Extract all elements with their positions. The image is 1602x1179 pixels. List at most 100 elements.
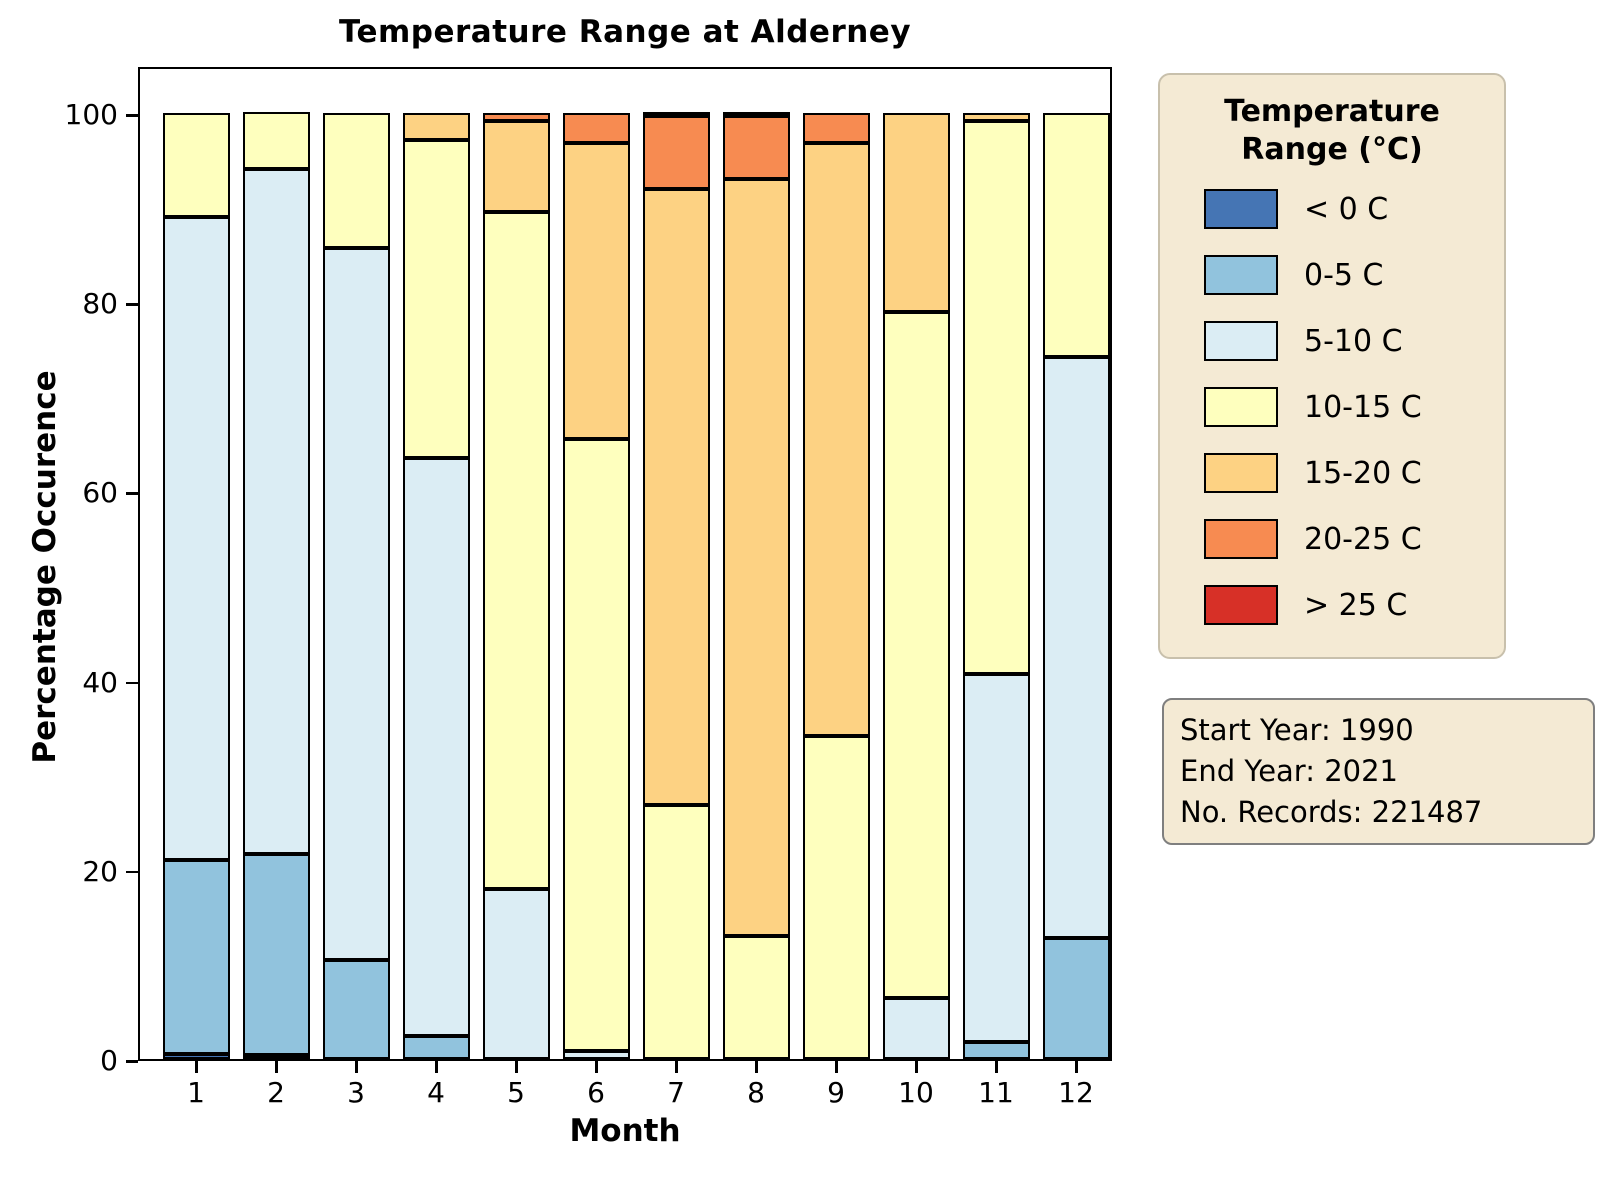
segment-25C-month-8 bbox=[722, 111, 790, 116]
segment-10-15C-month-5 bbox=[482, 212, 550, 889]
legend-item-25C: > 25 C bbox=[1160, 585, 1504, 625]
legend-label: < 0 C bbox=[1304, 191, 1389, 227]
legend-swatch-icon bbox=[1204, 519, 1278, 559]
segment-5-10C-month-5 bbox=[482, 888, 550, 1059]
x-tick-10 bbox=[915, 1061, 918, 1073]
x-tick-5 bbox=[515, 1061, 518, 1073]
chart-title: Temperature Range at Alderney bbox=[338, 14, 912, 50]
y-tick-100 bbox=[126, 114, 138, 117]
segment-5-10C-month-2 bbox=[242, 168, 310, 854]
y-tick-label-60: 60 bbox=[82, 476, 118, 510]
segment-0C-month-2 bbox=[242, 1055, 310, 1059]
info-start-year: Start Year: 1990 bbox=[1180, 713, 1414, 747]
legend-label: 0-5 C bbox=[1304, 257, 1384, 293]
legend-item-15-20C: 15-20 C bbox=[1160, 453, 1504, 493]
x-tick-9 bbox=[835, 1061, 838, 1073]
x-tick-label-3: 3 bbox=[347, 1076, 365, 1109]
legend-label: 5-10 C bbox=[1304, 323, 1403, 359]
y-tick-40 bbox=[126, 681, 138, 685]
x-tick-6 bbox=[595, 1061, 598, 1073]
x-tick-label-12: 12 bbox=[1058, 1076, 1094, 1109]
segment-5-10C-month-12 bbox=[1042, 357, 1110, 938]
x-tick-1 bbox=[195, 1061, 198, 1073]
segment-10-15C-month-10 bbox=[882, 311, 950, 999]
segment-5-10C-month-3 bbox=[322, 248, 390, 960]
y-tick-label-0: 0 bbox=[100, 1044, 118, 1077]
segment-10-15C-month-2 bbox=[242, 111, 310, 169]
bar-month-8 bbox=[722, 111, 790, 1059]
legend-swatch-icon bbox=[1204, 255, 1278, 295]
y-tick-20 bbox=[126, 870, 138, 874]
legend-item-10-15C: 10-15 C bbox=[1160, 387, 1504, 427]
info-records: No. Records: 221487 bbox=[1180, 795, 1483, 829]
bar-month-12 bbox=[1042, 113, 1110, 1059]
legend-swatch-icon bbox=[1204, 453, 1278, 493]
x-axis-label: Month bbox=[569, 1113, 681, 1149]
legend-item-20-25C: 20-25 C bbox=[1160, 519, 1504, 559]
legend-items: < 0 C 0-5 C 5-10 C 10-15 C 15-20 C 20-25 C > 2… bbox=[1160, 189, 1504, 625]
segment-10-15C-month-7 bbox=[642, 804, 710, 1059]
x-tick-11 bbox=[995, 1061, 998, 1073]
segment-15-20C-month-8 bbox=[722, 179, 790, 937]
segment-10-15C-month-6 bbox=[562, 439, 630, 1052]
segment-20-25C-month-9 bbox=[802, 113, 870, 144]
bar-month-1 bbox=[162, 113, 230, 1059]
legend-item-0C: < 0 C bbox=[1160, 189, 1504, 229]
bar-month-10 bbox=[882, 113, 950, 1059]
legend-label: 15-20 C bbox=[1304, 455, 1422, 491]
segment-25C-month-7 bbox=[642, 111, 710, 116]
segment-15-20C-month-4 bbox=[402, 113, 470, 141]
segment-15-20C-month-5 bbox=[482, 120, 550, 213]
segment-15-20C-month-7 bbox=[642, 188, 710, 805]
bar-month-3 bbox=[322, 113, 390, 1059]
legend-label: > 25 C bbox=[1304, 587, 1408, 623]
segment-10-15C-month-1 bbox=[162, 113, 230, 218]
y-tick-80 bbox=[126, 303, 138, 306]
x-tick-2 bbox=[275, 1061, 278, 1073]
segment-15-20C-month-9 bbox=[802, 143, 870, 737]
bar-month-9 bbox=[802, 113, 870, 1059]
x-tick-label-6: 6 bbox=[587, 1076, 605, 1109]
segment-20-25C-month-6 bbox=[562, 113, 630, 144]
x-tick-label-8: 8 bbox=[747, 1076, 765, 1109]
segment-5-10C-month-11 bbox=[962, 674, 1030, 1042]
x-tick-label-11: 11 bbox=[978, 1076, 1014, 1109]
segment-10-15C-month-11 bbox=[962, 120, 1030, 674]
x-tick-label-1: 1 bbox=[187, 1076, 205, 1109]
y-tick-60 bbox=[126, 492, 138, 495]
info-end-year: End Year: 2021 bbox=[1180, 754, 1399, 788]
x-tick-label-5: 5 bbox=[507, 1076, 525, 1109]
segment-5-10C-month-4 bbox=[402, 458, 470, 1037]
segment-10-15C-month-9 bbox=[802, 736, 870, 1059]
bar-month-11 bbox=[962, 113, 1030, 1059]
legend-item-0-5C: 0-5 C bbox=[1160, 255, 1504, 295]
segment-0C-month-1 bbox=[162, 1054, 230, 1059]
segment-0-5C-month-4 bbox=[402, 1036, 470, 1059]
segment-0-5C-month-12 bbox=[1042, 937, 1110, 1059]
segment-15-20C-month-10 bbox=[882, 113, 950, 312]
x-tick-label-7: 7 bbox=[667, 1076, 685, 1109]
x-tick-label-2: 2 bbox=[267, 1076, 285, 1109]
segment-5-10C-month-10 bbox=[882, 998, 950, 1059]
segment-0-5C-month-3 bbox=[322, 959, 390, 1059]
bar-month-2 bbox=[242, 111, 310, 1059]
y-tick-label-80: 80 bbox=[82, 287, 118, 321]
y-tick-label-40: 40 bbox=[82, 665, 118, 699]
y-tick-label-20: 20 bbox=[82, 854, 118, 888]
segment-10-15C-month-3 bbox=[322, 113, 390, 249]
legend-swatch-icon bbox=[1204, 321, 1278, 361]
x-tick-label-4: 4 bbox=[427, 1076, 445, 1109]
bar-month-6 bbox=[562, 113, 630, 1059]
x-tick-label-9: 9 bbox=[827, 1076, 845, 1109]
segment-20-25C-month-8 bbox=[722, 115, 790, 180]
bar-month-5 bbox=[482, 113, 550, 1059]
segment-0-5C-month-11 bbox=[962, 1041, 1030, 1059]
x-tick-12 bbox=[1075, 1061, 1078, 1073]
bar-month-4 bbox=[402, 113, 470, 1059]
segment-0-5C-month-1 bbox=[162, 860, 230, 1055]
segment-10-15C-month-12 bbox=[1042, 113, 1110, 358]
segment-0-5C-month-2 bbox=[242, 853, 310, 1055]
legend-swatch-icon bbox=[1204, 387, 1278, 427]
segment-10-15C-month-4 bbox=[402, 140, 470, 459]
